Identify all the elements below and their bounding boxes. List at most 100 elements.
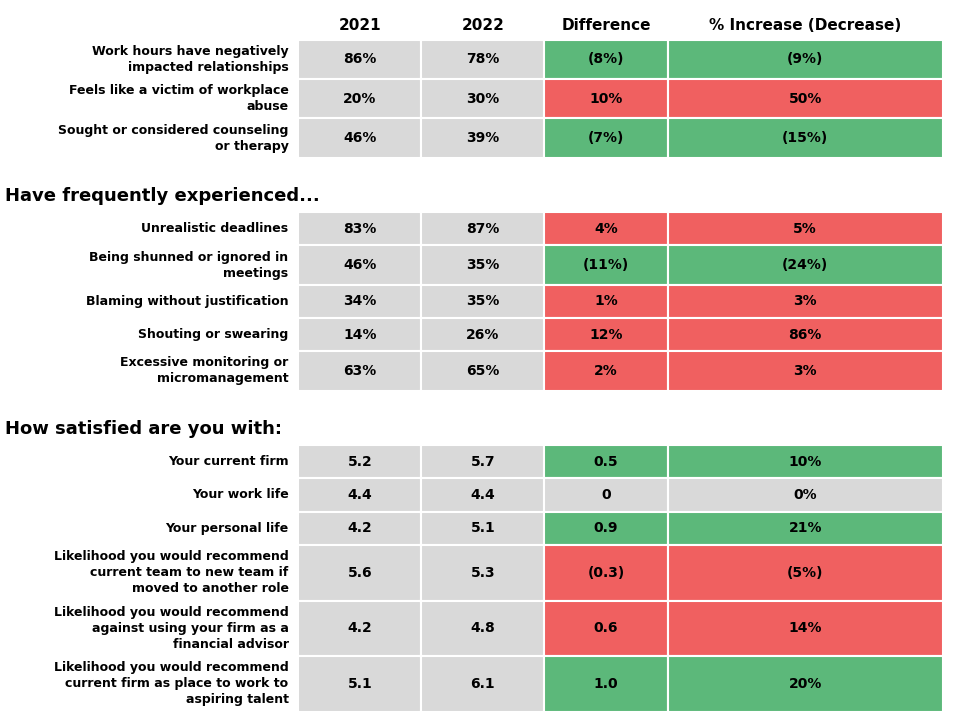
Text: 26%: 26% bbox=[466, 328, 499, 342]
Text: 46%: 46% bbox=[343, 258, 376, 272]
Text: 46%: 46% bbox=[343, 131, 376, 145]
Text: 1.0: 1.0 bbox=[593, 677, 618, 691]
Bar bbox=[667, 79, 942, 119]
Bar bbox=[298, 656, 421, 712]
Text: 0.9: 0.9 bbox=[593, 521, 618, 535]
Text: 2%: 2% bbox=[594, 364, 617, 378]
Text: (0.3): (0.3) bbox=[587, 566, 624, 580]
Text: 3%: 3% bbox=[793, 294, 816, 308]
Text: (8%): (8%) bbox=[587, 52, 624, 66]
Text: 6.1: 6.1 bbox=[470, 677, 495, 691]
Text: Likelihood you would recommend
against using your firm as a
financial advisor: Likelihood you would recommend against u… bbox=[54, 606, 288, 651]
Text: 14%: 14% bbox=[788, 621, 821, 636]
Text: % Increase (Decrease): % Increase (Decrease) bbox=[708, 18, 900, 33]
Text: 5%: 5% bbox=[793, 222, 816, 236]
Text: Likelihood you would recommend
current team to new team if
moved to another role: Likelihood you would recommend current t… bbox=[54, 550, 288, 595]
Text: Excessive monitoring or
micromanagement: Excessive monitoring or micromanagement bbox=[120, 357, 288, 385]
Text: (24%): (24%) bbox=[781, 258, 827, 272]
Text: 4.2: 4.2 bbox=[347, 521, 372, 535]
Text: 83%: 83% bbox=[343, 222, 376, 236]
Text: 10%: 10% bbox=[589, 92, 622, 106]
Bar bbox=[544, 119, 667, 157]
Bar bbox=[298, 79, 421, 119]
Bar bbox=[421, 245, 544, 285]
Text: Sought or considered counseling
or therapy: Sought or considered counseling or thera… bbox=[59, 124, 288, 152]
Text: Being shunned or ignored in
meetings: Being shunned or ignored in meetings bbox=[89, 251, 288, 280]
Text: 35%: 35% bbox=[466, 294, 499, 308]
Bar bbox=[421, 352, 544, 390]
Bar bbox=[667, 478, 942, 512]
Text: 0.6: 0.6 bbox=[593, 621, 618, 636]
Bar bbox=[421, 40, 544, 79]
Text: Work hours have negatively
impacted relationships: Work hours have negatively impacted rela… bbox=[92, 45, 288, 74]
Text: 78%: 78% bbox=[466, 52, 499, 66]
Bar bbox=[667, 656, 942, 712]
Bar bbox=[421, 656, 544, 712]
Text: 2021: 2021 bbox=[338, 18, 381, 33]
Text: (15%): (15%) bbox=[781, 131, 827, 145]
Bar bbox=[667, 212, 942, 245]
Bar bbox=[667, 445, 942, 478]
Bar bbox=[298, 352, 421, 390]
Text: Shouting or swearing: Shouting or swearing bbox=[138, 328, 288, 342]
Bar bbox=[298, 600, 421, 656]
Bar bbox=[667, 512, 942, 545]
Text: Difference: Difference bbox=[560, 18, 651, 33]
Text: 86%: 86% bbox=[343, 52, 376, 66]
Bar bbox=[667, 40, 942, 79]
Text: Your work life: Your work life bbox=[191, 488, 288, 501]
Bar bbox=[667, 600, 942, 656]
Bar bbox=[667, 318, 942, 352]
Text: 65%: 65% bbox=[466, 364, 499, 378]
Text: 34%: 34% bbox=[343, 294, 376, 308]
Text: 4.4: 4.4 bbox=[347, 488, 372, 502]
Bar bbox=[298, 285, 421, 318]
Bar bbox=[298, 545, 421, 600]
Bar bbox=[544, 40, 667, 79]
Bar bbox=[544, 545, 667, 600]
Bar bbox=[544, 512, 667, 545]
Text: 5.2: 5.2 bbox=[347, 454, 372, 469]
Text: 0: 0 bbox=[601, 488, 610, 502]
Bar bbox=[421, 445, 544, 478]
Text: (7%): (7%) bbox=[587, 131, 624, 145]
Text: 2022: 2022 bbox=[461, 18, 504, 33]
Text: 21%: 21% bbox=[788, 521, 821, 535]
Bar bbox=[544, 212, 667, 245]
Text: 86%: 86% bbox=[788, 328, 821, 342]
Text: 20%: 20% bbox=[343, 92, 376, 106]
Text: Unrealistic deadlines: Unrealistic deadlines bbox=[141, 222, 288, 235]
Bar bbox=[421, 545, 544, 600]
Bar bbox=[421, 318, 544, 352]
Bar bbox=[544, 656, 667, 712]
Text: (5%): (5%) bbox=[786, 566, 823, 580]
Text: 4.4: 4.4 bbox=[470, 488, 495, 502]
Text: Your current firm: Your current firm bbox=[168, 455, 288, 468]
Bar bbox=[667, 285, 942, 318]
Text: 4.8: 4.8 bbox=[470, 621, 495, 636]
Text: 1%: 1% bbox=[594, 294, 617, 308]
Bar bbox=[421, 478, 544, 512]
Bar bbox=[421, 285, 544, 318]
Text: 0%: 0% bbox=[793, 488, 816, 502]
Text: 30%: 30% bbox=[466, 92, 499, 106]
Bar bbox=[298, 445, 421, 478]
Bar bbox=[298, 245, 421, 285]
Bar bbox=[298, 212, 421, 245]
Bar bbox=[421, 212, 544, 245]
Bar bbox=[544, 445, 667, 478]
Text: Have frequently experienced...: Have frequently experienced... bbox=[5, 188, 319, 206]
Bar bbox=[544, 285, 667, 318]
Text: How satisfied are you with:: How satisfied are you with: bbox=[5, 421, 282, 439]
Bar bbox=[667, 245, 942, 285]
Bar bbox=[298, 512, 421, 545]
Text: 5.6: 5.6 bbox=[347, 566, 372, 580]
Text: 5.1: 5.1 bbox=[347, 677, 372, 691]
Text: 50%: 50% bbox=[788, 92, 821, 106]
Text: 4%: 4% bbox=[594, 222, 617, 236]
Text: 5.1: 5.1 bbox=[470, 521, 495, 535]
Bar bbox=[421, 79, 544, 119]
Text: Likelihood you would recommend
current firm as place to work to
aspiring talent: Likelihood you would recommend current f… bbox=[54, 661, 288, 707]
Text: 35%: 35% bbox=[466, 258, 499, 272]
Text: 3%: 3% bbox=[793, 364, 816, 378]
